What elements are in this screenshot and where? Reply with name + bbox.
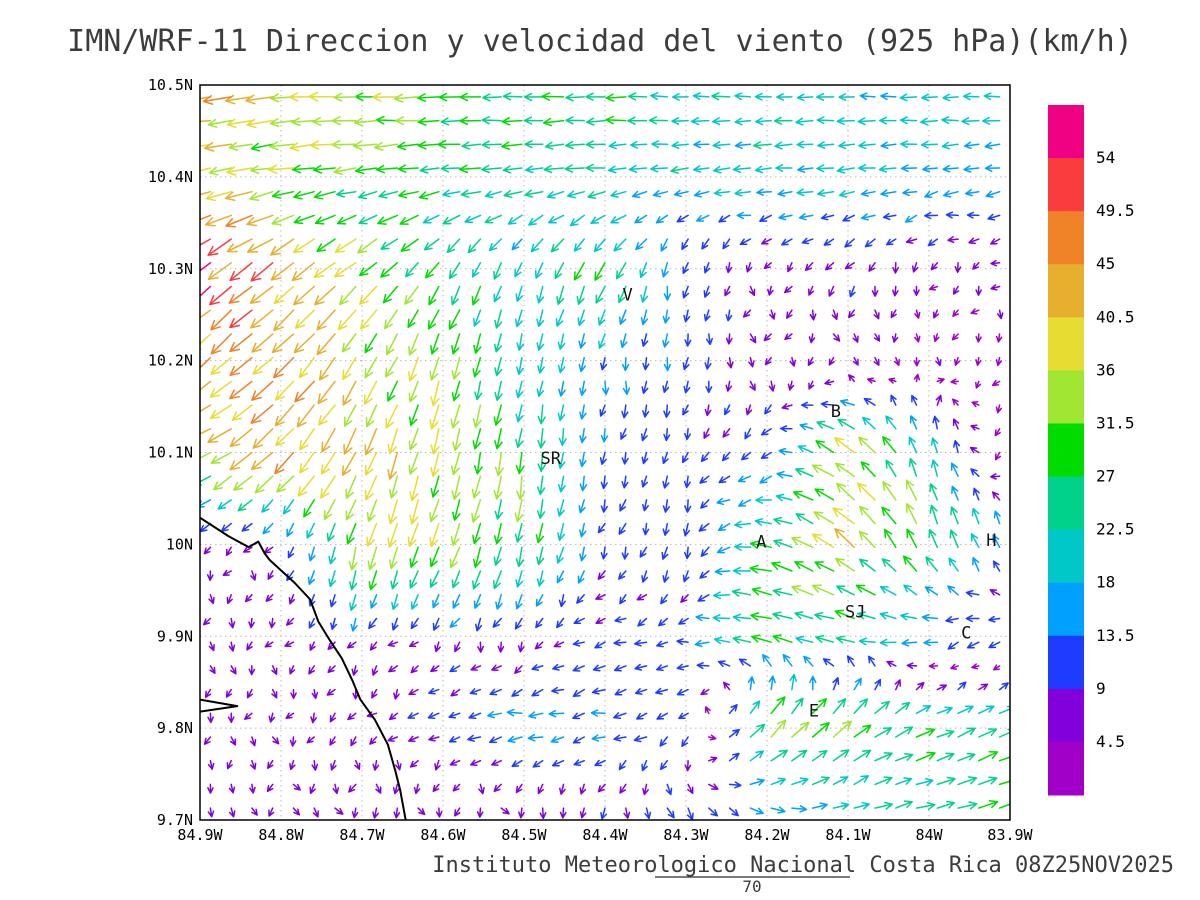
wind-vectors-speed-bin — [200, 95, 315, 475]
colorbar-segment — [1048, 370, 1084, 424]
chart-title: IMN/WRF-11 Direccion y velocidad del vie… — [67, 24, 1133, 59]
x-axis-tick-label: 84.2W — [744, 826, 790, 844]
colorbar-label: 45 — [1096, 254, 1115, 273]
wind-vectors-speed-bin — [704, 284, 1003, 741]
colorbar-label: 36 — [1096, 360, 1115, 379]
colorbar-segment — [1048, 211, 1084, 265]
x-axis-tick-label: 84.9W — [177, 826, 223, 844]
wind-vectors-speed-bin — [200, 238, 274, 329]
station-label: V — [623, 285, 633, 305]
colorbar-label: 22.5 — [1096, 520, 1135, 539]
colorbar-segment — [1048, 529, 1084, 584]
y-axis-tick-label: 9.9N — [157, 627, 193, 645]
colorbar-segment — [1048, 476, 1084, 531]
colorbar-segment — [1048, 635, 1084, 690]
colorbar-label: 54 — [1096, 148, 1115, 167]
wind-vectors-speed-bin — [202, 236, 1004, 820]
x-axis-tick-label: 84.6W — [420, 826, 466, 844]
colorbar-segment — [1048, 688, 1084, 743]
wind-vectors-speed-bin — [200, 92, 1001, 815]
colorbar-segment — [1048, 423, 1084, 478]
colorbar: 54 49.5 45 40.5 36 31.5 27 22.5 18 13.5 9 4.5 — [1048, 105, 1135, 796]
station-label: A — [756, 533, 766, 553]
colorbar-segment — [1048, 158, 1084, 212]
y-axis-tick-label: 10.5N — [148, 76, 193, 94]
wind-vectors-speed-bin — [200, 92, 1010, 811]
x-axis-tick-label: 83.9W — [987, 826, 1033, 844]
colorbar-label: 4.5 — [1096, 732, 1125, 751]
wind-vectors-speed-bin — [250, 92, 1010, 809]
station-label: SR — [540, 449, 561, 469]
y-axis-tick-label: 10.1N — [148, 444, 193, 462]
colorbar-label: 31.5 — [1096, 413, 1135, 432]
colorbar-segment — [1048, 582, 1084, 637]
station-labels: V SR B A SJ C E H — [540, 285, 996, 721]
station-label: SJ — [845, 602, 865, 622]
x-axis-tick-label: 84.8W — [258, 826, 304, 844]
colorbar-label: 13.5 — [1096, 626, 1135, 645]
wind-vectors-speed-bin — [217, 92, 1010, 810]
y-axis-tick-label: 10.2N — [148, 352, 193, 370]
colorbar-label: 27 — [1096, 467, 1115, 486]
y-axis-tick-label: 10N — [166, 535, 193, 553]
x-axis-tick-label: 84.1W — [825, 826, 871, 844]
x-axis-tick-label: 84.5W — [501, 826, 547, 844]
colorbar-segment — [1048, 317, 1084, 371]
plot-frame — [199, 84, 1011, 821]
y-axis-tick-label: 9.7N — [157, 811, 193, 829]
station-label: B — [831, 402, 841, 422]
colorbar-segment — [1048, 741, 1084, 796]
footer-text: Instituto Meteorologico Nacional Costa R… — [432, 853, 1174, 878]
y-axis-tick-label: 9.8N — [157, 719, 193, 737]
wind-vectors-speed-bin — [200, 94, 855, 549]
y-axis-tick-label: 10.4N — [148, 168, 193, 186]
colorbar-label: 18 — [1096, 573, 1115, 592]
wind-vectors-speed-bin — [200, 211, 1009, 820]
coastline — [200, 516, 407, 820]
x-axis-tick-label: 84.7W — [339, 826, 385, 844]
station-label: E — [809, 702, 819, 722]
x-axis-tick-label: 84W — [915, 826, 943, 844]
wind-vectors-speed-bin — [200, 91, 876, 549]
station-label: C — [961, 624, 971, 644]
x-axis-tick-label: 84.4W — [582, 826, 628, 844]
colorbar-label: 40.5 — [1096, 307, 1135, 326]
station-label: H — [986, 531, 996, 551]
wind-vector-field — [200, 91, 1010, 820]
colorbar-segment — [1048, 105, 1084, 159]
colorbar-label: 9 — [1096, 679, 1106, 698]
axis-tick-labels: 10.5N 10.4N 10.3N 10.2N 10.1N 10N 9.9N 9.8N 9.7N… — [148, 76, 1034, 844]
x-axis-tick-label: 84.3W — [663, 826, 709, 844]
y-axis-tick-label: 10.3N — [148, 260, 193, 278]
reference-vector-label: 70 — [742, 877, 762, 896]
colorbar-segment — [1048, 264, 1084, 318]
colorbar-label: 49.5 — [1096, 201, 1135, 220]
